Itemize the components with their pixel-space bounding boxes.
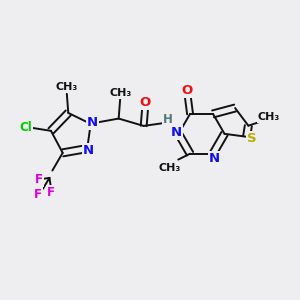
- Text: H: H: [163, 113, 173, 126]
- Text: N: N: [83, 144, 94, 157]
- Text: CH₃: CH₃: [258, 112, 280, 122]
- Text: F: F: [35, 173, 43, 186]
- Text: CH₃: CH₃: [56, 82, 78, 92]
- Text: S: S: [247, 132, 257, 145]
- Text: CH₃: CH₃: [158, 163, 181, 172]
- Text: N: N: [87, 116, 98, 129]
- Text: O: O: [182, 84, 193, 97]
- Text: F: F: [34, 188, 42, 201]
- Text: F: F: [47, 186, 55, 199]
- Text: O: O: [140, 96, 151, 109]
- Text: Cl: Cl: [20, 122, 32, 134]
- Text: CH₃: CH₃: [109, 88, 131, 98]
- Text: N: N: [171, 126, 182, 139]
- Text: N: N: [209, 152, 220, 165]
